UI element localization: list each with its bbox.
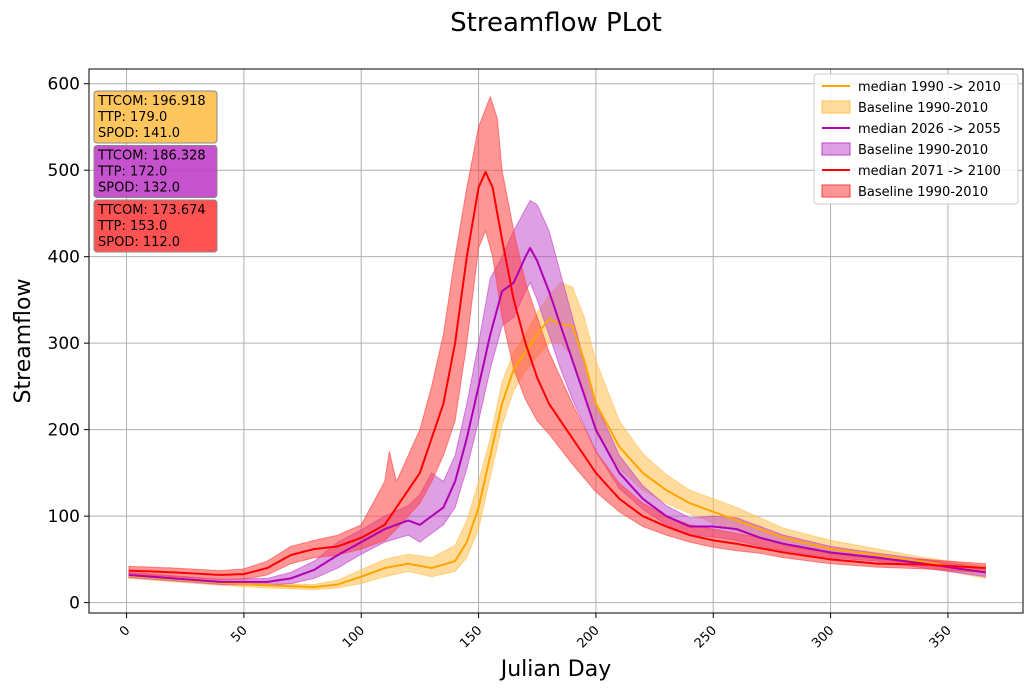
y-tick-label: 300 xyxy=(48,334,80,354)
x-tick-label: 300 xyxy=(809,623,837,651)
median-line-2 xyxy=(128,170,986,576)
x-tick-label: 0 xyxy=(117,623,133,639)
annotation-line: TTCOM: 196.918 xyxy=(97,94,206,109)
legend-frame xyxy=(813,73,1019,205)
annotation-line: TTP: 179.0 xyxy=(97,110,167,125)
annotation-line: SPOD: 112.0 xyxy=(98,235,180,250)
legend: median 1990 -> 2010 Baseline 1990-2010 med… xyxy=(813,73,1019,205)
annotation-line: TTCOM: 186.328 xyxy=(97,149,206,164)
y-tick-label: 200 xyxy=(48,421,80,441)
median-line-1 xyxy=(128,247,986,583)
legend-band-swatch xyxy=(821,100,851,114)
y-tick-label: 500 xyxy=(48,161,80,181)
legend-entry-band: Baseline 1990-2010 xyxy=(858,143,988,158)
annotation-line: TTP: 153.0 xyxy=(97,219,167,234)
chart-title: Streamflow PLot xyxy=(450,8,662,38)
legend-band-swatch xyxy=(821,142,851,156)
x-tick-label: 50 xyxy=(228,623,250,645)
annotation-line: SPOD: 132.0 xyxy=(98,181,180,196)
y-tick-label: 600 xyxy=(48,75,80,95)
annotation-line: SPOD: 141.0 xyxy=(98,126,180,141)
plot-frame xyxy=(88,68,1024,614)
legend-entry-band: Baseline 1990-2010 xyxy=(858,101,988,116)
median-line-0 xyxy=(128,317,986,589)
annotation-bg xyxy=(93,90,218,144)
legend-band-swatch xyxy=(821,184,851,198)
y-tick-label: 0 xyxy=(69,594,80,614)
annotation-bg xyxy=(93,145,218,198)
x-tick-label: 350 xyxy=(927,623,955,651)
annotation-line: TTCOM: 173.674 xyxy=(97,203,206,218)
legend-entry-median: median 2026 -> 2055 xyxy=(858,122,1001,137)
x-tick-label: 200 xyxy=(575,623,603,651)
x-tick-label: 100 xyxy=(340,623,368,651)
y-axis-ticks: 0 100 200 300 400 500 600 xyxy=(48,75,89,614)
x-axis-label: Julian Day xyxy=(499,657,612,682)
legend-entry-band: Baseline 1990-2010 xyxy=(858,185,988,200)
legend-entry-median: median 1990 -> 2010 xyxy=(858,80,1001,95)
x-tick-label: 150 xyxy=(457,623,485,651)
x-axis-ticks: 0 50 100 150 200 250 300 350 xyxy=(117,613,955,651)
y-tick-label: 400 xyxy=(48,248,80,268)
y-axis-label: Streamflow xyxy=(11,279,36,404)
legend-entry-median: median 2071 -> 2100 xyxy=(858,164,1001,179)
annotation-line: TTP: 172.0 xyxy=(97,165,167,180)
x-tick-label: 250 xyxy=(692,623,720,651)
annotation-bg xyxy=(93,199,218,253)
y-tick-label: 100 xyxy=(48,507,80,527)
median-lines xyxy=(128,170,986,589)
